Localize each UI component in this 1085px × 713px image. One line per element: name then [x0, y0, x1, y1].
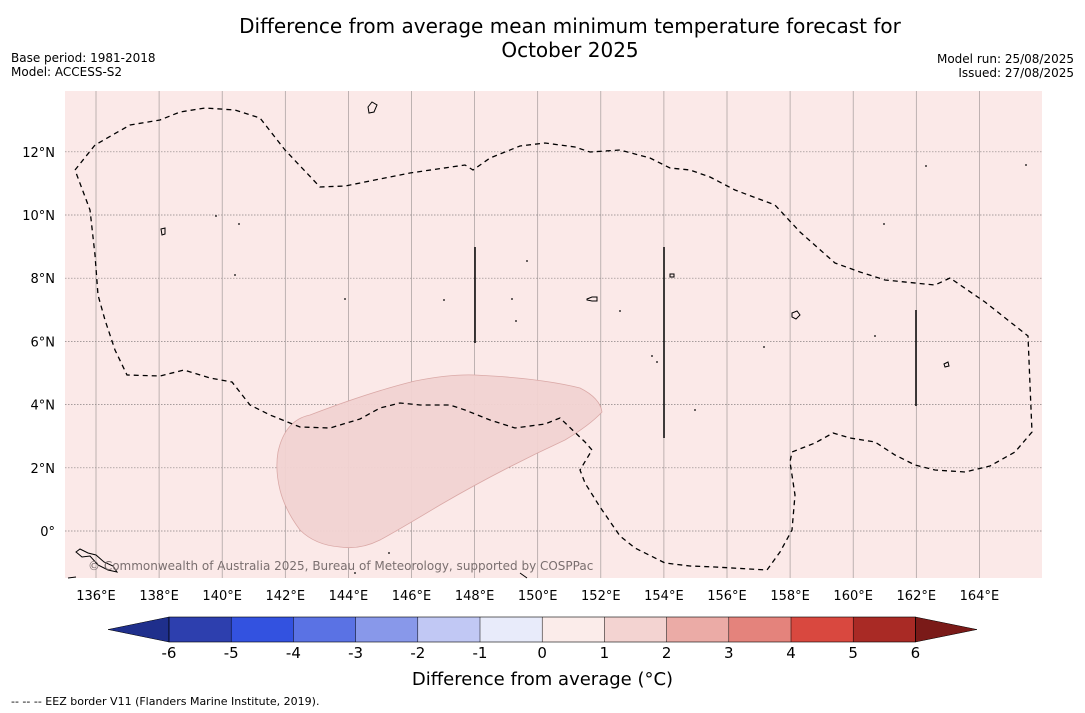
colorbar-tick-label: 0: [537, 644, 547, 662]
model-name: Model: ACCESS-S2: [11, 65, 123, 79]
colorbar-tick-label: -3: [348, 644, 363, 662]
colorbar-segment: [355, 617, 419, 642]
islet: [215, 215, 217, 217]
latitude-labels: 12°N 10°N 8°N 6°N 4°N 2°N 0°: [22, 146, 55, 540]
colorbar-extend-high: [915, 616, 978, 643]
colorbar-segment: [604, 617, 668, 642]
islet: [874, 335, 876, 337]
longitude-tick-label: 148°E: [455, 589, 495, 604]
coastline: [67, 576, 77, 579]
meta-left: Base period: 1981-2018 Model: ACCESS-S2: [11, 51, 156, 79]
coastline: [75, 548, 119, 573]
anomaly-region: [276, 374, 603, 549]
longitude-tick-label: 140°E: [202, 589, 242, 604]
islet: [511, 298, 513, 300]
colorbar: -6 -5 -4 -3 -2 -1 0 1 2 3 4 5 6: [107, 616, 978, 662]
colorbar-segment: [169, 617, 232, 642]
islet: [443, 299, 445, 301]
island: [586, 296, 598, 302]
longitude-tick-label: 152°E: [581, 589, 621, 604]
footnote: -- -- -- EEZ border V11 (Flanders Marine…: [11, 695, 320, 708]
colorbar-tick-label: 6: [911, 644, 921, 662]
latitude-tick-label: 12°N: [22, 146, 55, 161]
islet: [925, 165, 927, 167]
island: [791, 310, 801, 320]
longitude-tick-label: 142°E: [266, 589, 306, 604]
colorbar-tick-label: 5: [848, 644, 858, 662]
islet: [883, 223, 885, 225]
longitude-tick-label: 160°E: [833, 589, 873, 604]
issued-date: Issued: 27/08/2025: [958, 66, 1074, 80]
islet: [656, 361, 658, 363]
longitude-tick-label: 156°E: [707, 589, 747, 604]
longitude-tick-label: 146°E: [392, 589, 432, 604]
latitude-tick-label: 10°N: [22, 209, 55, 224]
islet: [694, 409, 696, 411]
map-area: [65, 91, 1042, 579]
longitude-tick-label: 150°E: [518, 589, 558, 604]
islet: [651, 355, 653, 357]
colorbar-tick-label: 3: [724, 644, 734, 662]
coastline: [519, 572, 528, 579]
islet: [238, 223, 240, 225]
longitude-tick-label: 144°E: [329, 589, 369, 604]
colorbar-extend-low: [107, 616, 170, 643]
latitude-tick-label: 6°N: [31, 335, 56, 350]
latitude-tick-label: 8°N: [31, 272, 56, 287]
longitude-tick-label: 158°E: [770, 589, 810, 604]
island: [669, 273, 675, 278]
colorbar-segment: [853, 617, 916, 642]
meta-right: Model run: 25/08/2025 Issued: 27/08/2025: [937, 52, 1074, 80]
islet: [619, 310, 621, 312]
islet: [234, 274, 236, 276]
islet: [354, 572, 356, 574]
colorbar-segment: [666, 617, 730, 642]
islet: [344, 298, 346, 300]
longitude-tick-label: 136°E: [76, 589, 116, 604]
colorbar-tick-label: -4: [286, 644, 301, 662]
colorbar-segment: [791, 617, 854, 642]
longitude-tick-label: 164°E: [960, 589, 1000, 604]
islet: [515, 320, 517, 322]
colorbar-tick-label: 2: [662, 644, 672, 662]
map-title: Difference from average mean minimum tem…: [239, 14, 901, 62]
model-run: Model run: 25/08/2025: [936, 52, 1074, 66]
colorbar-segment: [542, 617, 605, 642]
longitude-tick-label: 162°E: [897, 589, 937, 604]
longitude-labels: 136°E 138°E 140°E 142°E 144°E 146°E 148°E 150°E…: [76, 589, 999, 604]
latitude-tick-label: 4°N: [31, 399, 56, 414]
colorbar-tick-label: -1: [473, 644, 488, 662]
colorbar-tick-label: 1: [600, 644, 610, 662]
copyright-text: © Commonwealth of Australia 2025, Bureau…: [88, 559, 593, 573]
colorbar-segment: [480, 617, 543, 642]
islet: [1025, 164, 1027, 166]
island: [943, 361, 950, 368]
base-period: Base period: 1981-2018: [11, 51, 156, 65]
longitude-tick-label: 154°E: [644, 589, 684, 604]
island: [367, 101, 378, 114]
island: [160, 227, 166, 236]
colorbar-segment: [728, 617, 792, 642]
latitude-tick-label: 0°: [40, 525, 55, 540]
colorbar-tick-label: -2: [410, 644, 425, 662]
islet: [388, 552, 390, 554]
colorbar-segment: [231, 617, 294, 642]
colorbar-segment: [293, 617, 357, 642]
colorbar-label: Difference from average (°C): [411, 669, 674, 690]
colorbar-segment: [417, 617, 481, 642]
colorbar-tick-label: 4: [786, 644, 796, 662]
islet: [763, 346, 765, 348]
colorbar-tick-label: -5: [224, 644, 239, 662]
map-background: [65, 91, 1042, 578]
latitude-tick-label: 2°N: [31, 462, 56, 477]
islet: [526, 260, 528, 262]
longitude-tick-label: 138°E: [139, 589, 179, 604]
colorbar-tick-label: -6: [162, 644, 177, 662]
